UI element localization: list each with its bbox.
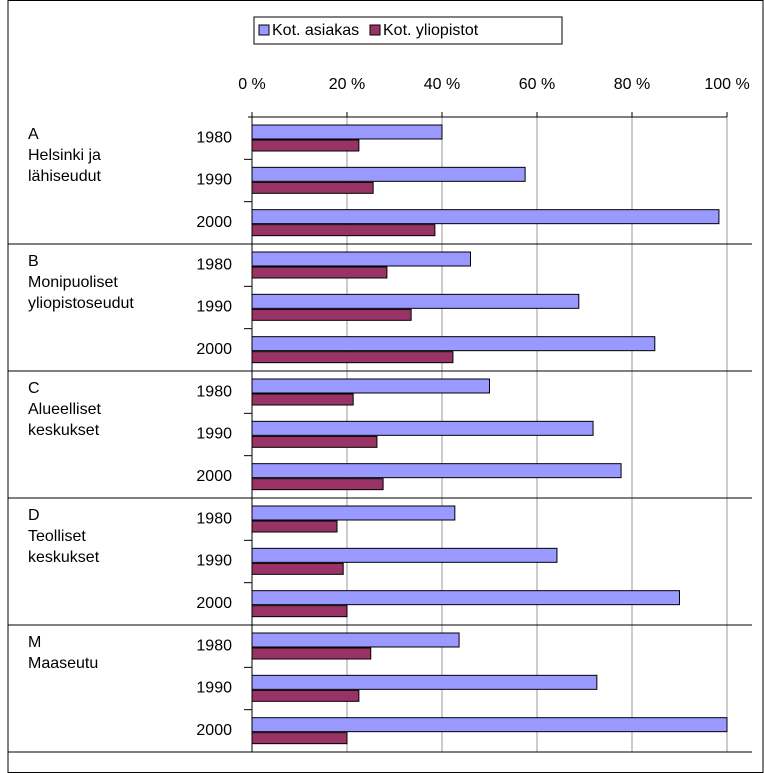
bar [251, 351, 454, 364]
y-tick-label: 1990 [196, 172, 232, 189]
group-label: A [28, 126, 39, 143]
bar [251, 717, 728, 733]
y-tick-label: 2000 [196, 722, 232, 739]
y-tick-label: 1990 [196, 680, 232, 697]
x-tick-label: 60 % [519, 76, 555, 93]
legend-label: Kot. yliopistot [383, 22, 479, 39]
bar [251, 266, 388, 279]
y-tick-label: 2000 [196, 595, 232, 612]
bar [251, 224, 436, 237]
group-label: keskukset [28, 422, 100, 439]
x-tick-label: 100 % [704, 76, 749, 93]
y-tick-label: 2000 [196, 214, 232, 231]
y-tick-label: 1990 [196, 426, 232, 443]
bar [251, 393, 354, 406]
bar [251, 732, 348, 745]
bar [251, 590, 680, 606]
legend-box [253, 16, 563, 45]
bar [251, 463, 622, 479]
group-label: Teolliset [28, 528, 86, 545]
bar [251, 336, 656, 352]
y-tick-label: 1990 [196, 553, 232, 570]
group-label: Helsinki ja [28, 147, 101, 164]
group-label: lähiseudut [28, 168, 102, 185]
x-tick-label: 0 % [238, 76, 266, 93]
bar [251, 520, 338, 533]
y-tick-label: 2000 [196, 341, 232, 358]
y-tick-label: 1990 [196, 299, 232, 316]
group-label: Maaseutu [28, 655, 98, 672]
group-label: M [28, 634, 41, 651]
group-label: keskukset [28, 549, 100, 566]
bar [251, 562, 344, 575]
y-tick-label: 2000 [196, 468, 232, 485]
bar [251, 378, 490, 394]
y-tick-label: 1980 [196, 637, 232, 654]
legend-swatch [369, 24, 381, 36]
bar [251, 124, 443, 140]
y-tick-label: 1980 [196, 129, 232, 146]
bar [251, 181, 374, 194]
group-label: yliopistoseudut [28, 295, 134, 312]
legend-label: Kot. asiakas [272, 22, 359, 39]
y-tick-label: 1980 [196, 383, 232, 400]
bar [251, 166, 526, 182]
group-label: B [28, 253, 39, 270]
bar [251, 308, 412, 321]
bar [251, 647, 372, 660]
bar [251, 251, 471, 267]
group-label: Alueelliset [28, 401, 101, 418]
bar [251, 435, 378, 448]
x-tick-label: 20 % [329, 76, 365, 93]
bar [251, 209, 720, 225]
bar [251, 478, 384, 491]
bar [251, 689, 360, 702]
group-label: D [28, 507, 40, 524]
bar [251, 632, 460, 648]
group-label: Monipuoliset [28, 274, 118, 291]
bar [251, 293, 580, 309]
legend-swatch [258, 24, 270, 36]
bar [251, 547, 558, 563]
y-tick-label: 1980 [196, 510, 232, 527]
group-label: C [28, 380, 40, 397]
bar [251, 605, 348, 618]
y-tick-label: 1980 [196, 256, 232, 273]
bar [251, 420, 594, 436]
x-tick-label: 40 % [424, 76, 460, 93]
bar [251, 139, 360, 152]
x-tick-label: 80 % [614, 76, 650, 93]
bar [251, 505, 456, 521]
bar [251, 674, 598, 690]
